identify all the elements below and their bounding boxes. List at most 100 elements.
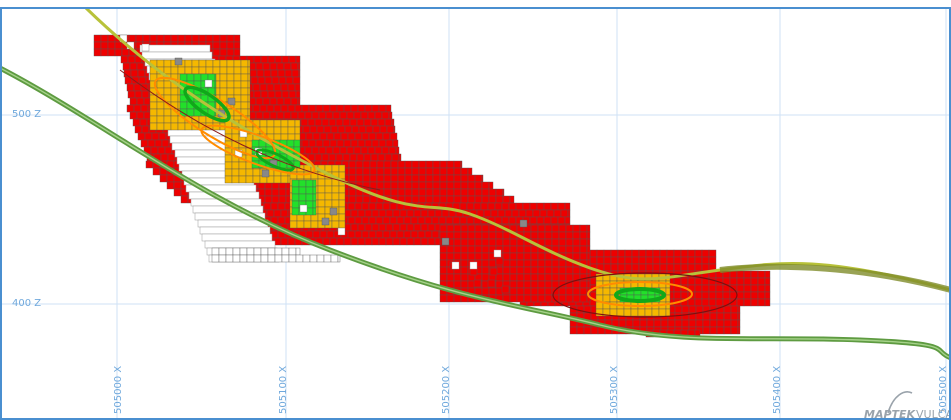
ore-block-mid: [212, 66, 221, 75]
ore-block-high: [439, 259, 448, 268]
ore-block-high: [516, 294, 525, 303]
ore-block-high: [681, 319, 690, 328]
ore-block-high: [107, 41, 116, 50]
ore-block-core: [251, 139, 260, 148]
x-label-505000: 505000 X: [113, 366, 124, 414]
ore-block-mid: [149, 101, 158, 110]
ore-block-high: [467, 188, 476, 197]
ore-block-high: [708, 256, 717, 265]
ore-block-high: [278, 195, 287, 204]
topography-surface-highlight: [0, 67, 951, 359]
ore-block-high: [302, 125, 311, 134]
ore-block-high: [544, 238, 553, 247]
ore-block-high: [378, 104, 387, 113]
ore-block-high: [674, 319, 683, 328]
ore-block-mid: [252, 175, 261, 184]
ore-block-core: [298, 179, 307, 188]
ore-block-high: [460, 167, 469, 176]
ore-block-high: [298, 69, 301, 78]
ore-block-high: [481, 224, 490, 233]
ore-block-mid: [240, 59, 249, 68]
ore-block-high: [290, 111, 299, 120]
ore-block-high: [271, 76, 280, 85]
ore-block-high: [350, 104, 359, 113]
ore-block-high: [572, 238, 581, 247]
ore-block-high: [523, 259, 532, 268]
ore-block-high: [288, 55, 297, 64]
ore-block-high: [723, 305, 732, 314]
ore-block-high: [233, 34, 241, 43]
ore-block-high: [529, 202, 538, 211]
ore-block-mid: [240, 73, 249, 82]
ore-block-high: [376, 160, 385, 169]
ore-block-high: [516, 245, 525, 254]
ore-block-high: [750, 270, 759, 279]
ore-block-high: [335, 153, 344, 162]
ore-block-high: [617, 263, 626, 272]
ore-block-mid: [205, 59, 214, 68]
ore-block-mid: [226, 80, 235, 89]
ore-block-high: [357, 223, 366, 232]
ore-block-mid: [198, 66, 207, 75]
ore-block-high: [264, 188, 273, 197]
ore-block-mid: [233, 66, 242, 75]
ore-block-high: [330, 125, 339, 134]
ore-block-high: [483, 209, 492, 218]
ore-block-high: [354, 132, 363, 141]
ore-block-high: [729, 277, 738, 286]
waste-block: [204, 79, 213, 88]
ore-block-high: [382, 202, 391, 211]
ore-block-high: [757, 284, 766, 293]
ore-block-high: [160, 153, 169, 162]
ore-block-high: [432, 160, 441, 169]
ore-block-high: [425, 160, 434, 169]
ore-block-high: [362, 174, 371, 183]
ore-block-high: [537, 287, 546, 296]
ore-block-high: [274, 55, 283, 64]
ore-block-high: [411, 195, 420, 204]
ore-block-high: [509, 273, 518, 282]
ore-block-high: [378, 209, 387, 218]
ore-block-high: [653, 319, 662, 328]
ore-block-mid: [623, 308, 632, 317]
ore-block-high: [255, 62, 264, 71]
waste-block: [253, 254, 262, 263]
ore-block-high: [565, 294, 574, 303]
ore-block-high: [509, 259, 518, 268]
ore-block-high: [572, 266, 581, 275]
ore-block-high: [287, 83, 296, 92]
ore-block-high: [292, 76, 301, 85]
ore-block-high: [376, 181, 385, 190]
grade-shell-orange: [587, 281, 693, 307]
ore-block-high: [501, 285, 510, 294]
ore-block-core: [305, 186, 314, 195]
ore-block-high: [314, 153, 323, 162]
ore-block-mid: [324, 178, 333, 187]
ore-block-high: [264, 195, 273, 204]
ore-block-high: [495, 231, 504, 240]
ore-block-mid: [163, 59, 172, 68]
ore-block-high: [439, 167, 448, 176]
ore-block-high: [305, 230, 314, 239]
ore-block-high: [586, 231, 591, 240]
ore-block-high: [439, 252, 448, 261]
ore-block-high: [425, 195, 434, 204]
ore-block-high: [565, 287, 574, 296]
ore-block-high: [126, 104, 135, 113]
ore-block-high: [596, 256, 605, 265]
ore-block-high: [100, 41, 109, 50]
ore-block-high: [474, 188, 483, 197]
ore-block-core: [293, 139, 301, 148]
ore-block-mid: [238, 161, 247, 170]
ore-block-high: [300, 118, 309, 127]
ore-block-high: [572, 252, 581, 261]
ore-block-high: [370, 153, 379, 162]
ore-block-high: [583, 326, 592, 335]
ore-block-high: [277, 69, 286, 78]
ore-block-high: [93, 48, 102, 57]
ore-block-high: [325, 146, 334, 155]
ore-block-high: [695, 319, 704, 328]
ore-block-high: [551, 238, 560, 247]
ore-block-mid: [324, 185, 333, 194]
